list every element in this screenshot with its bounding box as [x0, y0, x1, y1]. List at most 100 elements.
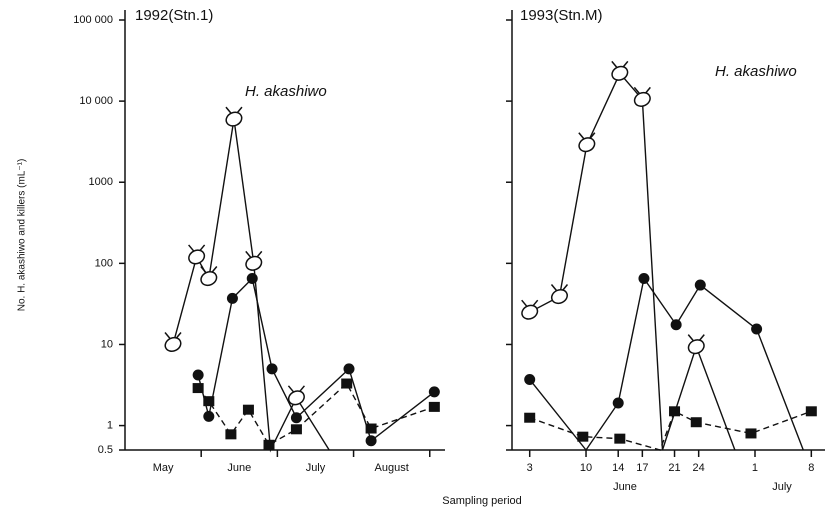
killer-marker — [577, 431, 589, 442]
cell — [578, 137, 596, 153]
cell — [164, 336, 182, 353]
y-tick-label: 1000 — [89, 176, 113, 188]
killer-marker — [670, 319, 682, 331]
killer-marker — [225, 429, 237, 440]
killer-marker — [751, 323, 763, 335]
killer-marker — [745, 428, 757, 439]
horn — [188, 244, 195, 252]
x-tick-label: 14 — [612, 462, 624, 474]
killer-marker — [290, 424, 302, 435]
cell — [188, 249, 206, 265]
killer-marker — [192, 369, 204, 381]
killer-marker — [805, 406, 817, 417]
akashiwo-marker — [521, 299, 539, 320]
killer-marker — [192, 383, 204, 394]
horn — [611, 60, 618, 68]
killer-marker — [203, 410, 215, 422]
series-line — [197, 382, 435, 446]
killer-marker — [266, 363, 278, 375]
period-label: July — [306, 462, 326, 474]
killer-marker — [263, 439, 275, 450]
cell — [200, 270, 218, 287]
cell — [287, 390, 305, 406]
killer-marker — [365, 435, 377, 447]
akashiwo-marker — [611, 60, 629, 81]
akashiwo-marker — [633, 86, 651, 107]
killer-marker — [614, 433, 626, 444]
annotation: H. akashiwo — [245, 83, 327, 100]
horn — [200, 266, 207, 274]
killer-marker — [524, 373, 536, 385]
killer-marker — [242, 404, 254, 415]
horn — [550, 284, 558, 292]
killer-marker — [343, 363, 355, 375]
cell — [633, 91, 651, 107]
killer-marker — [341, 378, 353, 389]
killer-marker — [246, 273, 258, 285]
series-line — [529, 410, 812, 451]
x-tick-label: 8 — [808, 462, 814, 474]
horn — [578, 132, 585, 140]
x-tick-label: 21 — [668, 462, 680, 474]
y-tick-label: 100 — [95, 257, 113, 269]
killer-marker — [524, 412, 536, 423]
horn — [633, 86, 640, 94]
panel-title: 1992(Stn.1) — [135, 7, 213, 24]
y-axis-label: No. H. akashiwo and killers (mL⁻¹) — [17, 159, 28, 312]
x-tick-label: 10 — [580, 462, 592, 474]
killer-marker — [669, 406, 681, 417]
akashiwo-marker — [578, 132, 596, 153]
x-axis-label: Sampling period — [442, 495, 522, 507]
horn — [521, 299, 528, 307]
killer-marker — [694, 279, 706, 291]
killer-marker — [428, 386, 440, 398]
horn — [225, 106, 232, 114]
x-tick-label: 3 — [527, 462, 533, 474]
cell — [611, 65, 629, 81]
killer-marker — [365, 423, 377, 434]
killer-marker — [428, 401, 440, 412]
x-tick-label: 24 — [693, 462, 705, 474]
akashiwo-marker — [287, 385, 306, 406]
killer-marker — [290, 412, 302, 424]
akashiwo-marker — [225, 106, 243, 127]
horn — [245, 250, 252, 258]
y-tick-label: 10 000 — [79, 95, 113, 107]
cell — [245, 255, 263, 271]
killer-marker — [203, 396, 215, 407]
akashiwo-marker — [245, 250, 263, 271]
period-label: May — [153, 462, 174, 474]
killer-marker — [226, 292, 238, 304]
akashiwo-marker — [188, 244, 206, 265]
series-line — [529, 72, 736, 451]
horn — [287, 385, 295, 393]
cell — [687, 339, 705, 355]
cell — [521, 304, 539, 320]
horn — [687, 334, 694, 342]
killer-marker — [612, 397, 624, 409]
series-line — [172, 119, 330, 453]
panel-title: 1993(Stn.M) — [520, 7, 603, 24]
period-label: June — [227, 462, 251, 474]
cell — [550, 288, 568, 305]
y-tick-label: 0.5 — [98, 444, 113, 456]
akashiwo-marker — [200, 266, 218, 287]
killer-marker — [638, 273, 650, 285]
period-label: July — [772, 481, 792, 493]
cell — [225, 111, 243, 127]
akashiwo-marker — [687, 334, 705, 355]
y-tick-label: 100 000 — [73, 14, 113, 26]
y-tick-label: 10 — [101, 338, 113, 350]
horn — [164, 331, 171, 339]
x-tick-label: 1 — [752, 462, 758, 474]
akashiwo-marker — [164, 331, 182, 353]
killer-marker — [690, 417, 702, 428]
period-label: August — [375, 462, 409, 474]
annotation: H. akashiwo — [715, 63, 797, 80]
akashiwo-marker — [550, 284, 569, 305]
series-line — [529, 276, 804, 452]
x-tick-label: 17 — [636, 462, 648, 474]
period-label: June — [613, 481, 637, 493]
y-tick-label: 1 — [107, 419, 113, 431]
